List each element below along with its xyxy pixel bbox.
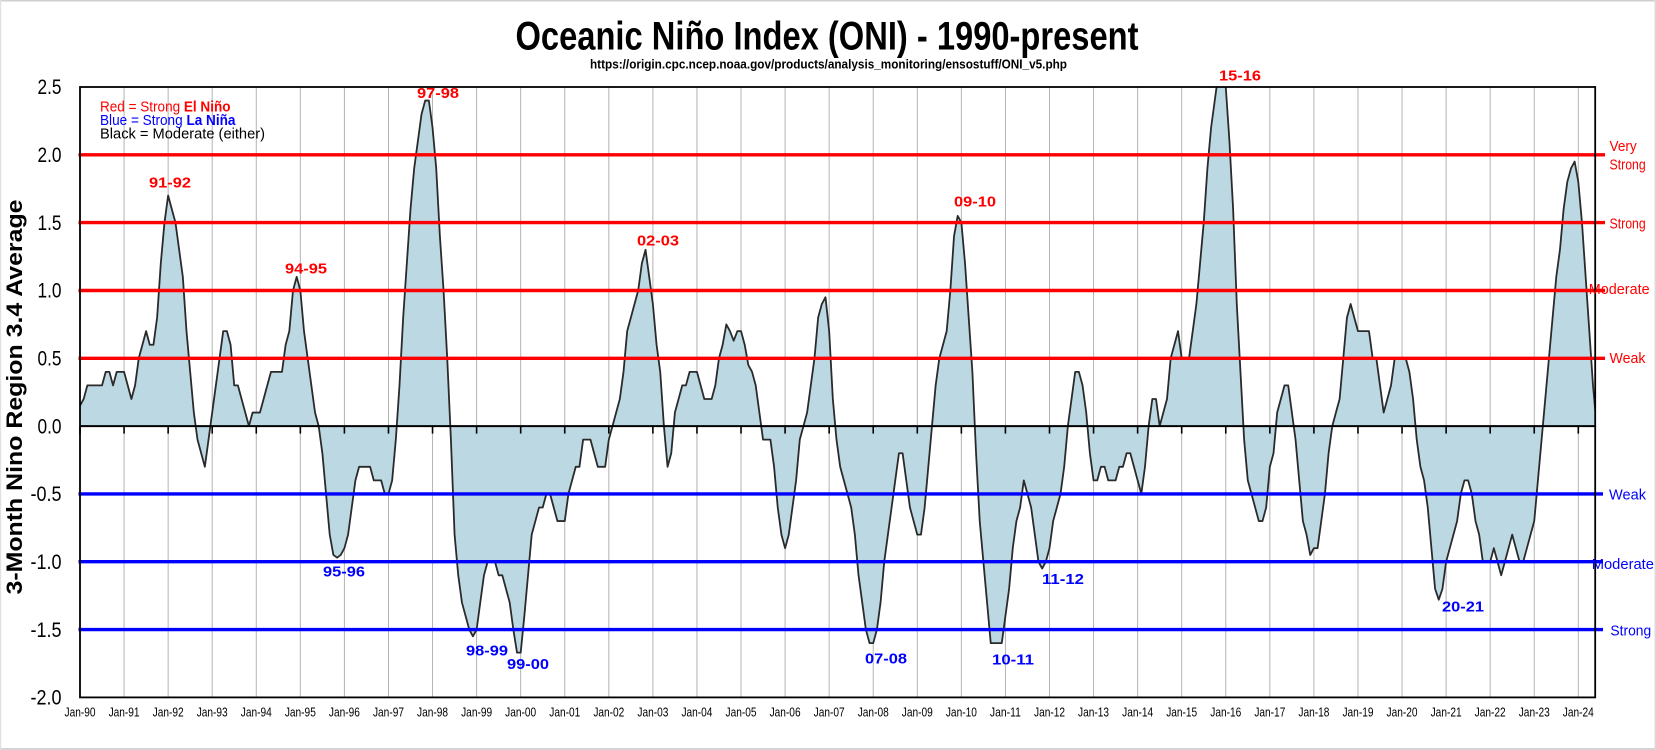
svg-text:Jan-91: Jan-91 (109, 704, 140, 719)
svg-text:-1.5: -1.5 (31, 619, 62, 642)
svg-text:Strong: Strong (1610, 215, 1646, 232)
svg-text:91-92: 91-92 (149, 176, 191, 192)
svg-text:Weak: Weak (1609, 487, 1646, 504)
svg-text:2.5: 2.5 (38, 76, 62, 99)
svg-text:1.0: 1.0 (38, 280, 62, 303)
svg-text:Strong: Strong (1610, 622, 1651, 639)
svg-text:10-11: 10-11 (992, 652, 1034, 668)
svg-text:Jan-04: Jan-04 (681, 704, 712, 719)
svg-text:Strong: Strong (1610, 157, 1646, 174)
svg-text:Jan-18: Jan-18 (1298, 704, 1329, 719)
svg-text:Jan-90: Jan-90 (65, 704, 96, 719)
svg-text:11-12: 11-12 (1042, 572, 1084, 588)
svg-text:0.5: 0.5 (38, 348, 62, 371)
svg-text:Very: Very (1610, 138, 1638, 155)
svg-text:Jan-00: Jan-00 (505, 704, 536, 719)
svg-text:Jan-22: Jan-22 (1475, 704, 1506, 719)
svg-text:Moderate: Moderate (1589, 281, 1650, 298)
svg-text:Jan-08: Jan-08 (858, 704, 889, 719)
svg-text:Moderate: Moderate (1592, 556, 1654, 573)
svg-text:Jan-02: Jan-02 (593, 704, 624, 719)
svg-text:2.0: 2.0 (38, 144, 62, 167)
svg-text:20-21: 20-21 (1442, 599, 1484, 615)
svg-text:-0.5: -0.5 (31, 483, 62, 506)
svg-text:Jan-98: Jan-98 (417, 704, 448, 719)
svg-text:Oceanic Niño Index (ONI) - 199: Oceanic Niño Index (ONI) - 1990-present (516, 15, 1139, 59)
svg-text:-2.0: -2.0 (31, 687, 62, 710)
svg-text:Jan-14: Jan-14 (1122, 704, 1153, 719)
svg-text:Weak: Weak (1610, 350, 1646, 367)
svg-text:Jan-23: Jan-23 (1519, 704, 1550, 719)
svg-text:1.5: 1.5 (38, 212, 62, 235)
svg-text:Black = Moderate (either): Black = Moderate (either) (100, 125, 265, 142)
svg-text:Jan-17: Jan-17 (1254, 704, 1285, 719)
svg-text:Jan-01: Jan-01 (549, 704, 580, 719)
svg-text:-1.0: -1.0 (31, 551, 62, 574)
svg-text:97-98: 97-98 (417, 86, 459, 102)
svg-text:Jan-96: Jan-96 (329, 704, 360, 719)
svg-text:3-Month Nino Region 3.4 Averag: 3-Month Nino Region 3.4 Average (2, 200, 27, 595)
svg-text:Jan-09: Jan-09 (902, 704, 933, 719)
svg-text:02-03: 02-03 (637, 233, 679, 249)
svg-text:Blue = Strong La Niña: Blue = Strong La Niña (100, 112, 236, 129)
svg-text:09-10: 09-10 (954, 194, 996, 210)
svg-text:Jan-16: Jan-16 (1210, 704, 1241, 719)
svg-text:Jan-12: Jan-12 (1034, 704, 1065, 719)
svg-text:https://origin.cpc.ncep.noaa.g: https://origin.cpc.ncep.noaa.gov/product… (590, 57, 1067, 72)
svg-text:Jan-03: Jan-03 (637, 704, 668, 719)
svg-text:99-00: 99-00 (507, 657, 549, 673)
svg-text:Jan-94: Jan-94 (241, 704, 272, 719)
svg-text:Jan-06: Jan-06 (770, 704, 801, 719)
svg-text:Red = Strong El Niño: Red = Strong El Niño (100, 98, 231, 115)
svg-text:Jan-13: Jan-13 (1078, 704, 1109, 719)
svg-text:Jan-07: Jan-07 (814, 704, 845, 719)
svg-text:Jan-99: Jan-99 (461, 704, 492, 719)
svg-text:Jan-21: Jan-21 (1431, 704, 1462, 719)
svg-text:Jan-97: Jan-97 (373, 704, 404, 719)
svg-text:Jan-15: Jan-15 (1166, 704, 1197, 719)
svg-text:Jan-20: Jan-20 (1387, 704, 1418, 719)
svg-text:98-99: 98-99 (466, 643, 508, 659)
svg-text:95-96: 95-96 (323, 564, 365, 580)
svg-text:Jan-10: Jan-10 (946, 704, 977, 719)
svg-text:15-16: 15-16 (1219, 69, 1261, 85)
svg-text:Jan-24: Jan-24 (1563, 704, 1594, 719)
svg-text:07-08: 07-08 (865, 651, 907, 667)
svg-text:Jan-11: Jan-11 (990, 704, 1021, 719)
svg-text:94-95: 94-95 (285, 261, 327, 277)
svg-text:Jan-05: Jan-05 (726, 704, 757, 719)
svg-text:Jan-95: Jan-95 (285, 704, 316, 719)
svg-text:Jan-19: Jan-19 (1342, 704, 1373, 719)
svg-text:0.0: 0.0 (38, 415, 62, 438)
svg-text:Jan-92: Jan-92 (153, 704, 184, 719)
svg-text:Jan-93: Jan-93 (197, 704, 228, 719)
